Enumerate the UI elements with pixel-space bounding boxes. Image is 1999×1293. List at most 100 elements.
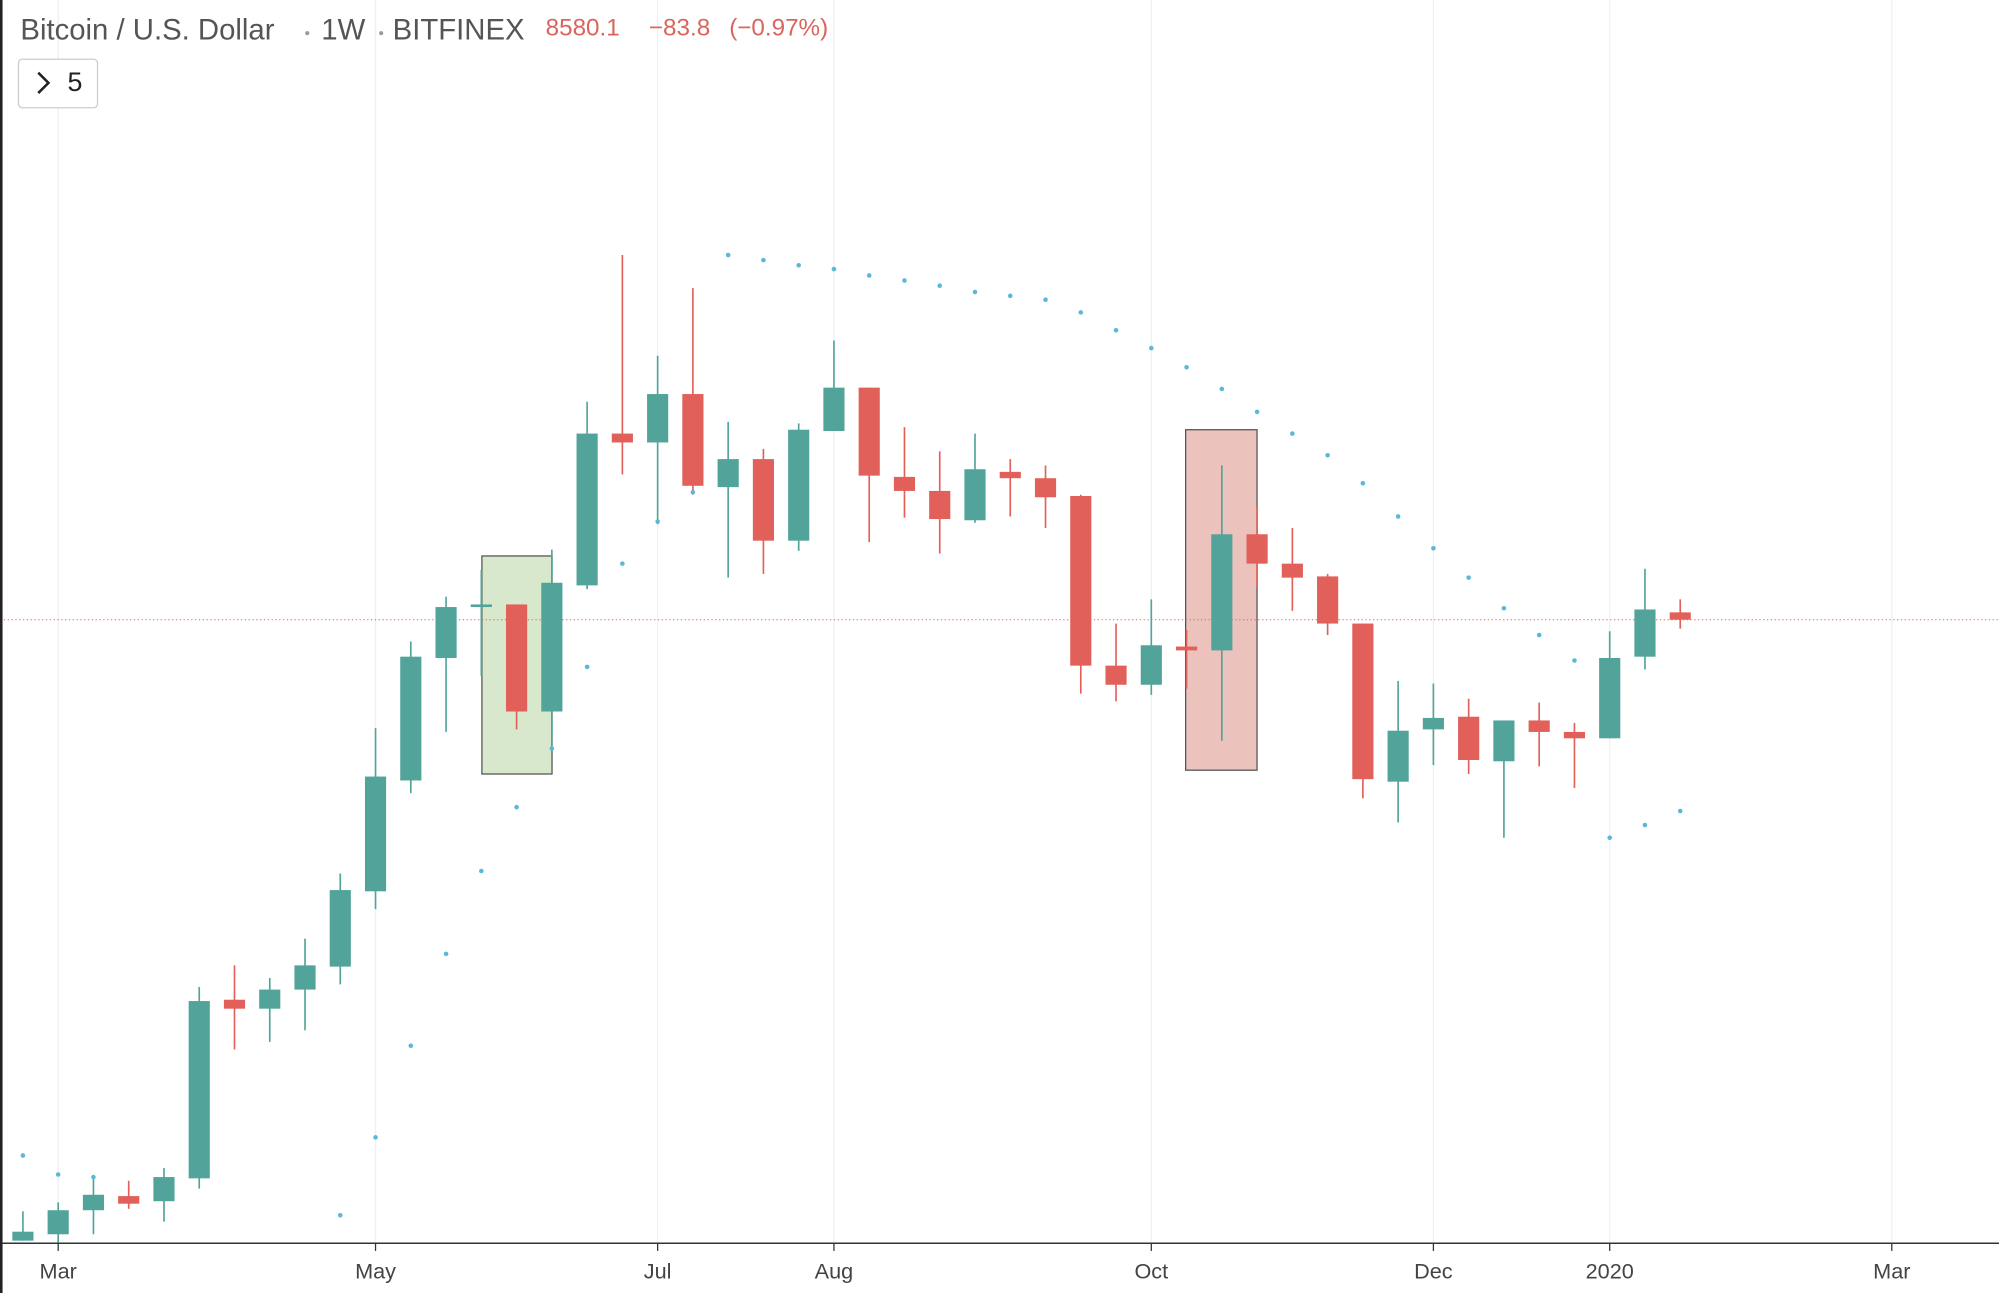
sar-dot bbox=[761, 257, 766, 263]
candle-body bbox=[647, 394, 669, 443]
sar-dot bbox=[1149, 345, 1154, 351]
x-tick-label: Mar bbox=[1873, 1258, 1910, 1283]
candle-body bbox=[1034, 478, 1057, 498]
sar-dot bbox=[91, 1174, 96, 1180]
indicators-toggle[interactable]: 5 bbox=[17, 58, 99, 109]
symbol-title: Bitcoin / U.S. Dollar bbox=[20, 14, 274, 47]
sar-dot bbox=[796, 262, 801, 268]
candle-body bbox=[788, 429, 810, 541]
sar-dot bbox=[1501, 605, 1507, 611]
candle-body bbox=[929, 490, 951, 520]
sar-dot bbox=[337, 1212, 343, 1218]
sar-dot bbox=[902, 278, 907, 283]
candle-body bbox=[717, 459, 739, 488]
candle-body bbox=[400, 656, 422, 781]
sar-dot bbox=[1536, 632, 1542, 638]
candle-body bbox=[12, 1231, 34, 1241]
sar-dot bbox=[373, 1135, 378, 1140]
sar-dot bbox=[1431, 545, 1436, 551]
x-tick-label: Mar bbox=[40, 1258, 77, 1283]
candle-body bbox=[118, 1196, 140, 1204]
sar-dot bbox=[1677, 808, 1683, 814]
candle-body bbox=[1528, 720, 1550, 732]
candle-body bbox=[47, 1210, 69, 1235]
candle-body bbox=[964, 469, 986, 521]
candle-body bbox=[1493, 720, 1515, 762]
candle-body bbox=[153, 1177, 175, 1202]
candle-body bbox=[1105, 665, 1127, 685]
candle-body bbox=[470, 604, 492, 608]
sar-dot bbox=[408, 1043, 414, 1049]
sar-dot bbox=[620, 561, 625, 566]
candle-body bbox=[752, 459, 774, 541]
sar-dot bbox=[1466, 575, 1471, 580]
candle-body bbox=[294, 965, 316, 990]
candle-body bbox=[1140, 645, 1162, 685]
sar-dot bbox=[514, 804, 519, 810]
indicator-count: 5 bbox=[68, 67, 83, 97]
candle-body bbox=[223, 999, 246, 1009]
sar-dot bbox=[725, 252, 731, 258]
price-change-percent: (−0.97%) bbox=[729, 15, 828, 42]
plot bbox=[0, 252, 1999, 1244]
sar-dot bbox=[937, 283, 943, 288]
candle-body bbox=[893, 476, 916, 491]
separator bbox=[305, 31, 310, 36]
sar-dot bbox=[55, 1172, 61, 1177]
sar-dot bbox=[1043, 297, 1048, 302]
candle-body bbox=[1211, 534, 1233, 651]
candle-body bbox=[1246, 534, 1268, 564]
candle-body bbox=[999, 471, 1021, 479]
last-price: 8580.1 bbox=[546, 15, 620, 42]
candle-body bbox=[435, 607, 457, 658]
candle-body bbox=[1175, 646, 1198, 651]
candle-body bbox=[823, 387, 845, 432]
sar-dot bbox=[20, 1153, 26, 1158]
candle-body bbox=[611, 433, 633, 443]
sar-dot bbox=[1113, 327, 1119, 333]
candle-body bbox=[1422, 717, 1444, 730]
sar-dot bbox=[1078, 310, 1084, 315]
sar-dot bbox=[1642, 822, 1648, 828]
candle-body bbox=[1599, 657, 1621, 739]
sar-dot bbox=[584, 664, 590, 670]
x-tick-label: Dec bbox=[1414, 1258, 1453, 1283]
sar-dot bbox=[1395, 514, 1401, 519]
exchange: BITFINEX bbox=[393, 14, 525, 47]
x-tick-label: May bbox=[355, 1258, 396, 1283]
candle-body bbox=[364, 776, 387, 892]
candle-body bbox=[1634, 609, 1656, 657]
sar-dot bbox=[443, 951, 449, 957]
candle-body bbox=[1387, 730, 1409, 782]
sar-dot bbox=[831, 266, 837, 272]
sar-dot bbox=[1572, 658, 1577, 663]
candle-body bbox=[682, 394, 704, 486]
x-tick-label: 2020 bbox=[1586, 1258, 1634, 1283]
candle-body bbox=[1070, 496, 1092, 666]
candle-body bbox=[541, 582, 563, 712]
sar-dot bbox=[1007, 293, 1013, 299]
candle-body bbox=[506, 604, 528, 712]
interval: 1W bbox=[321, 14, 365, 47]
price-change: −83.8 bbox=[649, 15, 710, 42]
candle-body bbox=[1563, 731, 1586, 739]
sar-dot bbox=[479, 868, 484, 874]
toggle-button[interactable] bbox=[17, 58, 99, 109]
x-tick-label: Jul bbox=[644, 1258, 672, 1283]
x-tick-label: Oct bbox=[1134, 1258, 1168, 1283]
candle-body bbox=[576, 433, 598, 586]
sar-dot bbox=[1219, 386, 1225, 392]
candle-body bbox=[1317, 576, 1339, 624]
candle-body bbox=[329, 890, 351, 967]
sar-dot bbox=[1325, 452, 1330, 458]
candle-body bbox=[858, 387, 880, 476]
chevron-icon bbox=[37, 71, 51, 94]
sar-dot bbox=[1290, 431, 1295, 436]
separator bbox=[379, 31, 384, 36]
candle-body bbox=[188, 1001, 210, 1179]
candle-body bbox=[1352, 623, 1374, 780]
candle-body bbox=[1458, 716, 1480, 761]
sar-dot bbox=[1360, 480, 1366, 486]
x-tick-label: Aug bbox=[815, 1258, 854, 1283]
